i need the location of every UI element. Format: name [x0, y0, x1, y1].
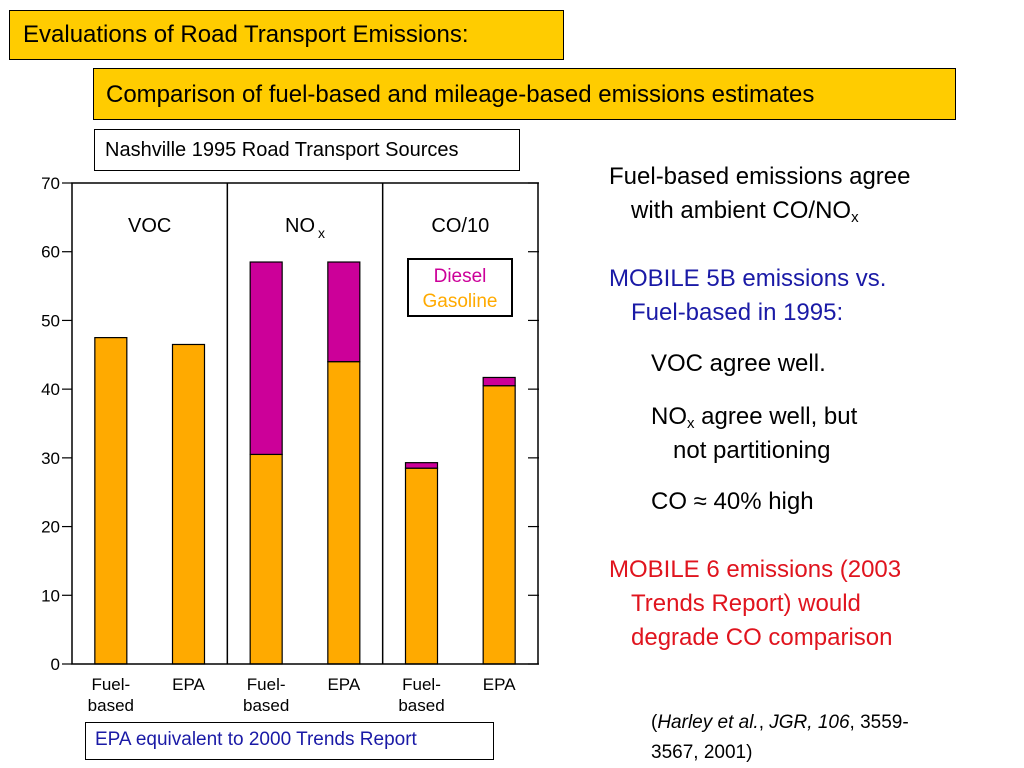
item-nox-rest: agree well, but	[694, 403, 858, 430]
bar-diesel-3	[327, 261, 361, 363]
bar-diesel-5	[482, 376, 516, 387]
p3-line2: Trends Report) would	[631, 590, 861, 617]
slide-title-text: Evaluations of Road Transport Emissions:	[23, 21, 469, 48]
p3-line1: MOBILE 6 emissions (2003	[609, 556, 902, 583]
item-nox: NOx agree well, but not partitioning	[651, 400, 857, 468]
plot-frame	[71, 182, 539, 665]
p3-line3: degrade CO comparison	[631, 624, 893, 651]
citation-authors: Harley et al.	[657, 712, 759, 733]
item-nox-prefix: NO	[651, 403, 687, 430]
paragraph-fuel-based-agree: Fuel-based emissions agree with ambient …	[609, 160, 911, 228]
emissions-bar-chart: Fuel-based EPA Fuel-based EPA Fuel-based EPA 0…	[41, 174, 539, 715]
chart-footnote: EPA equivalent to 2000 Trends Report	[85, 722, 494, 760]
panel-label-0: VOC	[128, 215, 171, 237]
y-tick-label-5: 50	[41, 311, 60, 330]
bar-diesel-2	[249, 261, 283, 456]
p1-line1: Fuel-based emissions agree	[609, 163, 911, 190]
slide-subtitle-text: Comparison of fuel-based and mileage-bas…	[106, 81, 815, 108]
legend-gasoline: Gasoline	[423, 291, 498, 312]
item-voc: VOC agree well.	[651, 350, 826, 377]
item-nox-line2: not partitioning	[673, 437, 831, 464]
p1-line2-sub: x	[851, 209, 859, 226]
chart-title-text: Nashville 1995 Road Transport Sources	[105, 139, 459, 161]
y-tick-label-4: 40	[41, 380, 60, 399]
x-tick-label-3-0: EPA	[327, 675, 360, 694]
bar-gasoline-2	[249, 453, 283, 665]
item-nox-line1: NOx agree well, but	[651, 400, 857, 434]
x-tick-label-4-1: based	[398, 696, 444, 715]
paragraph-mobile5b: MOBILE 5B emissions vs. Fuel-based in 19…	[609, 262, 886, 330]
citation-line2: 3567, 2001)	[651, 742, 753, 763]
p2-line2: Fuel-based in 1995:	[631, 299, 844, 326]
bar-gasoline-1	[171, 343, 206, 665]
y-tick-label-0: 0	[51, 655, 60, 674]
bar-diesel-4	[404, 462, 439, 469]
p2-line1: MOBILE 5B emissions vs.	[609, 265, 887, 292]
bar-gasoline-5	[482, 385, 516, 665]
chart-footnote-text: EPA equivalent to 2000 Trends Report	[95, 729, 417, 750]
slide-title: Evaluations of Road Transport Emissions:	[9, 10, 564, 60]
legend-box	[407, 258, 513, 317]
x-tick-label-5-0: EPA	[483, 675, 516, 694]
panel-label-sub-1: x	[318, 225, 325, 241]
bar-gasoline-0	[94, 337, 128, 665]
bar-gasoline-3	[327, 361, 361, 665]
citation-line1: (Harley et al., JGR, 106, 3559-	[651, 708, 909, 738]
item-nox-sub: x	[687, 415, 695, 432]
paragraph-mobile6: MOBILE 6 emissions (2003 Trends Report) …	[609, 553, 901, 655]
x-tick-label-0-1: based	[88, 696, 134, 715]
x-tick-label-1-0: EPA	[172, 675, 205, 694]
y-tick-label-7: 70	[41, 174, 60, 193]
chart-title: Nashville 1995 Road Transport Sources	[94, 129, 520, 171]
y-tick-label-6: 60	[41, 243, 60, 262]
slide-subtitle: Comparison of fuel-based and mileage-bas…	[93, 68, 956, 120]
citation: (Harley et al., JGR, 106, 3559- 3567, 20…	[651, 708, 909, 768]
citation-journal: JGR, 106	[769, 712, 850, 733]
item-co: CO ≈ 40% high	[651, 488, 814, 515]
citation-pages: , 3559-	[849, 712, 909, 733]
x-tick-label-4-0: Fuel-	[402, 675, 441, 694]
x-tick-label-0-0: Fuel-	[91, 675, 130, 694]
x-tick-label-2-1: based	[243, 696, 289, 715]
y-tick-label-2: 20	[41, 518, 60, 537]
x-tick-label-2-0: Fuel-	[247, 675, 286, 694]
p1-line2-text: with ambient CO/NO	[631, 197, 852, 224]
bar-gasoline-4	[404, 467, 439, 665]
citation-open: (	[651, 712, 658, 733]
legend-diesel: Diesel	[434, 266, 487, 287]
panel-label-1: NO x	[285, 215, 325, 241]
panel-label-2: CO/10	[431, 215, 489, 237]
y-tick-label-1: 10	[41, 586, 60, 605]
p1-line2: with ambient CO/NOx	[609, 194, 911, 228]
y-tick-label-3: 30	[41, 449, 60, 468]
citation-sep: ,	[758, 712, 770, 733]
